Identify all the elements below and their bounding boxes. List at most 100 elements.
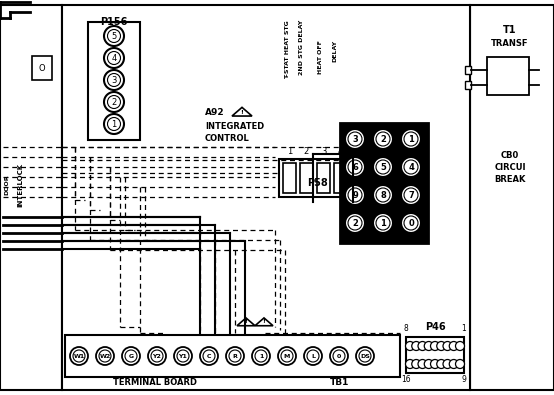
Text: 1: 1 xyxy=(461,324,466,333)
Text: O: O xyxy=(39,64,45,73)
Circle shape xyxy=(151,350,163,362)
Text: P58: P58 xyxy=(307,178,328,188)
Circle shape xyxy=(401,129,421,149)
Circle shape xyxy=(73,350,85,362)
Circle shape xyxy=(281,350,293,362)
Bar xyxy=(62,5,470,390)
Text: 3: 3 xyxy=(321,147,326,156)
Circle shape xyxy=(203,350,215,362)
Circle shape xyxy=(437,359,446,369)
Text: 8: 8 xyxy=(380,190,386,199)
Text: 7: 7 xyxy=(408,190,414,199)
Text: 0: 0 xyxy=(408,218,414,228)
Circle shape xyxy=(252,347,270,365)
Text: C: C xyxy=(207,354,211,359)
Bar xyxy=(300,163,313,193)
Circle shape xyxy=(437,342,446,350)
Text: 9: 9 xyxy=(352,190,358,199)
Bar xyxy=(334,163,347,193)
Circle shape xyxy=(401,213,421,233)
Text: DELAY: DELAY xyxy=(332,40,337,62)
Bar xyxy=(487,57,529,95)
Circle shape xyxy=(356,347,374,365)
Circle shape xyxy=(376,216,390,230)
Text: 4: 4 xyxy=(338,147,343,156)
Circle shape xyxy=(406,342,414,350)
Circle shape xyxy=(107,51,121,64)
Circle shape xyxy=(418,342,427,350)
Bar xyxy=(65,335,400,377)
Circle shape xyxy=(278,347,296,365)
Circle shape xyxy=(96,347,114,365)
Circle shape xyxy=(401,157,421,177)
Circle shape xyxy=(373,129,393,149)
Circle shape xyxy=(107,96,121,109)
Circle shape xyxy=(348,216,362,230)
Circle shape xyxy=(412,342,420,350)
Circle shape xyxy=(345,213,365,233)
Circle shape xyxy=(424,342,433,350)
Text: P46: P46 xyxy=(425,322,445,332)
Text: 5: 5 xyxy=(380,162,386,171)
Circle shape xyxy=(148,347,166,365)
Text: !: ! xyxy=(240,109,243,115)
Circle shape xyxy=(174,347,192,365)
Circle shape xyxy=(443,359,452,369)
Circle shape xyxy=(404,216,418,230)
Bar xyxy=(32,56,52,80)
Text: 1: 1 xyxy=(408,135,414,143)
Circle shape xyxy=(345,157,365,177)
Text: 1: 1 xyxy=(111,120,117,128)
Circle shape xyxy=(401,185,421,205)
Circle shape xyxy=(177,350,189,362)
Text: CB0: CB0 xyxy=(501,150,519,160)
Circle shape xyxy=(348,188,362,202)
Text: G: G xyxy=(129,354,134,359)
Circle shape xyxy=(104,70,124,90)
Text: A92: A92 xyxy=(205,107,224,117)
Text: 4: 4 xyxy=(408,162,414,171)
Circle shape xyxy=(373,157,393,177)
Text: DS: DS xyxy=(360,354,370,359)
Text: 2: 2 xyxy=(352,218,358,228)
Circle shape xyxy=(376,188,390,202)
Circle shape xyxy=(373,185,393,205)
Circle shape xyxy=(255,350,267,362)
Circle shape xyxy=(373,213,393,233)
Circle shape xyxy=(104,26,124,46)
Text: 1: 1 xyxy=(259,354,263,359)
Text: L: L xyxy=(311,354,315,359)
Bar xyxy=(406,337,464,373)
Text: CIRCUI: CIRCUI xyxy=(494,162,526,171)
Text: 5: 5 xyxy=(111,32,117,41)
Circle shape xyxy=(348,160,362,174)
Text: W1: W1 xyxy=(73,354,85,359)
Circle shape xyxy=(376,132,390,146)
Text: 6: 6 xyxy=(352,162,358,171)
Text: 2ND STG DELAY: 2ND STG DELAY xyxy=(299,20,304,75)
Text: T-STAT HEAT STG: T-STAT HEAT STG xyxy=(285,20,290,79)
Circle shape xyxy=(200,347,218,365)
Text: 2: 2 xyxy=(380,135,386,143)
Circle shape xyxy=(304,347,322,365)
Circle shape xyxy=(122,347,140,365)
Bar xyxy=(317,163,330,193)
Text: DOOR: DOOR xyxy=(4,175,9,195)
Circle shape xyxy=(404,160,418,174)
Circle shape xyxy=(412,359,420,369)
Circle shape xyxy=(455,342,464,350)
Text: 1: 1 xyxy=(287,147,292,156)
Text: BREAK: BREAK xyxy=(494,175,526,184)
Text: 3: 3 xyxy=(111,75,117,85)
Text: 3: 3 xyxy=(352,135,358,143)
Bar xyxy=(340,123,428,243)
Bar xyxy=(465,81,471,89)
Circle shape xyxy=(104,48,124,68)
Text: Y1: Y1 xyxy=(178,354,187,359)
Text: TERMINAL BOARD: TERMINAL BOARD xyxy=(113,378,197,387)
Text: 16: 16 xyxy=(401,375,411,384)
Text: !: ! xyxy=(244,319,248,324)
Text: INTEGRATED: INTEGRATED xyxy=(205,122,264,130)
Text: 1: 1 xyxy=(380,218,386,228)
Circle shape xyxy=(333,350,345,362)
